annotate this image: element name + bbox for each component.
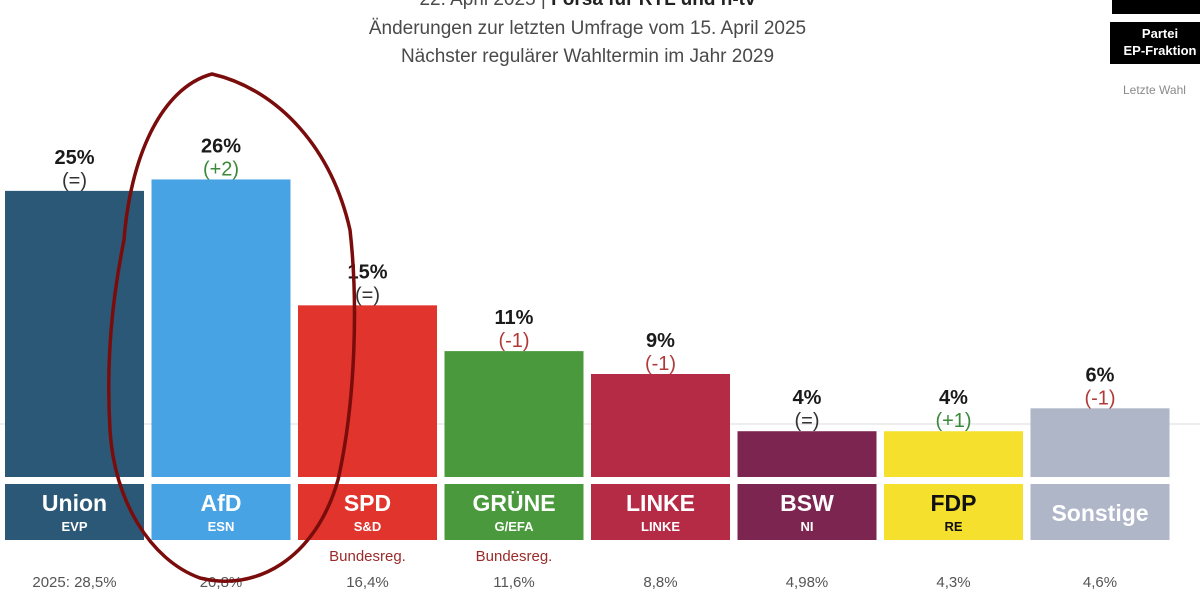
chart-subtitle-election: Nächster regulärer Wahltermin im Jahr 20… <box>400 46 775 67</box>
ep-group-fdp: RE <box>944 519 962 534</box>
last-election-fdp: 4,3% <box>936 574 970 591</box>
label-box-bsw <box>737 484 877 540</box>
party-name-spd: SPD <box>344 490 391 516</box>
label-box-linke <box>591 484 730 540</box>
bar-spd <box>298 305 437 477</box>
party-name-linke: LINKE <box>626 490 695 516</box>
change-label-spd: (=) <box>355 284 380 306</box>
last-election-union: 2025: 28,5% <box>32 574 116 591</box>
change-label-afd: (+2) <box>203 158 239 180</box>
ep-group-bsw: NI <box>801 519 814 534</box>
change-label-bsw: (=) <box>795 410 820 432</box>
change-label-union: (=) <box>62 170 87 192</box>
value-label-linke: 9% <box>646 330 675 352</box>
value-label-union: 25% <box>54 147 94 169</box>
change-label-fdp: (+1) <box>935 410 971 432</box>
ep-group-afd: ESN <box>208 519 235 534</box>
last-election-linke: 8,8% <box>643 574 677 591</box>
bar-bsw <box>737 431 877 477</box>
party-name-sonstige: Sonstige <box>1051 500 1148 526</box>
label-box-union <box>5 484 144 540</box>
bar-union <box>5 190 144 477</box>
government-tag-grne: Bundesreg. <box>476 548 553 565</box>
party-name-grne: GRÜNE <box>472 490 555 516</box>
party-name-union: Union <box>42 490 107 516</box>
label-box-spd <box>298 484 437 540</box>
legend-ep-group: EP-Fraktion <box>1123 43 1197 58</box>
chart-source: Forsa für RTL und n-tv <box>551 0 755 10</box>
legend-top-block <box>1112 0 1200 14</box>
highlight-annotation-circle <box>107 72 357 583</box>
header-separator: | <box>541 0 546 10</box>
chart-date: 22. April 2025 <box>419 0 535 10</box>
ep-group-spd: S&D <box>354 519 381 534</box>
party-name-bsw: BSW <box>780 490 834 516</box>
value-label-sonstige: 6% <box>1086 364 1115 386</box>
value-label-spd: 15% <box>347 261 387 283</box>
value-label-afd: 26% <box>201 135 241 157</box>
last-election-spd: 16,4% <box>346 574 389 591</box>
value-label-fdp: 4% <box>939 387 968 409</box>
label-box-fdp <box>884 484 1023 540</box>
chart-header: 22. April 2025 | Forsa für RTL und n-tv <box>0 0 1175 12</box>
value-label-bsw: 4% <box>793 387 822 409</box>
change-label-grne: (-1) <box>498 330 529 352</box>
bar-grne <box>444 351 584 477</box>
government-tag-spd: Bundesreg. <box>329 548 406 565</box>
ep-group-linke: LINKE <box>641 519 680 534</box>
bar-afd <box>151 179 291 477</box>
change-label-sonstige: (-1) <box>1084 387 1115 409</box>
legend-last-election: Letzte Wahl <box>1123 83 1186 97</box>
label-box-grne <box>444 484 584 540</box>
bar-linke <box>591 374 730 477</box>
legend-party: Partei <box>1141 26 1179 41</box>
last-election-bsw: 4,98% <box>786 574 829 591</box>
party-name-afd: AfD <box>201 490 242 516</box>
last-election-sonstige: 4,6% <box>1083 574 1117 591</box>
chart-subtitle: Änderungen zur letzten Umfrage vom 15. A… <box>368 18 807 39</box>
party-name-fdp: FDP <box>931 490 977 516</box>
ep-group-grne: G/EFA <box>494 519 534 534</box>
change-label-linke: (-1) <box>645 353 676 375</box>
bar-fdp <box>884 431 1023 477</box>
label-box-afd <box>151 484 291 540</box>
ep-group-union: EVP <box>61 519 87 534</box>
bar-sonstige <box>1030 408 1170 477</box>
last-election-grne: 11,6% <box>493 574 534 591</box>
label-box-sonstige <box>1030 484 1170 540</box>
value-label-grne: 11% <box>495 307 534 329</box>
legend-box: Partei EP-Fraktion <box>1110 22 1200 64</box>
